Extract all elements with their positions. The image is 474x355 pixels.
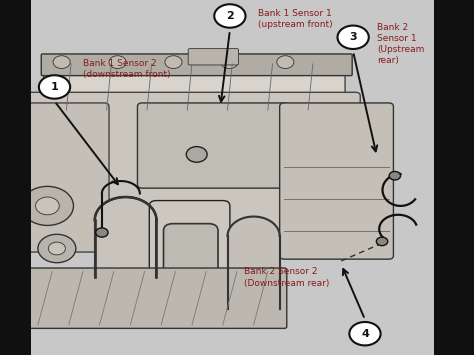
FancyBboxPatch shape: [21, 268, 287, 328]
FancyBboxPatch shape: [434, 0, 474, 355]
Polygon shape: [95, 197, 156, 277]
Circle shape: [48, 242, 65, 255]
Text: 3: 3: [349, 32, 357, 42]
Text: 1: 1: [51, 82, 58, 92]
FancyBboxPatch shape: [188, 49, 238, 65]
Circle shape: [109, 56, 126, 69]
Text: 4: 4: [361, 329, 369, 339]
Circle shape: [38, 234, 76, 263]
Text: Bank 2
Sensor 1
(Upstream
rear): Bank 2 Sensor 1 (Upstream rear): [377, 23, 424, 65]
Circle shape: [36, 197, 59, 215]
Circle shape: [214, 4, 246, 28]
FancyBboxPatch shape: [41, 54, 352, 76]
FancyBboxPatch shape: [0, 0, 31, 355]
Circle shape: [376, 237, 388, 246]
Text: Bank 1 Sensor 1
(upstream front): Bank 1 Sensor 1 (upstream front): [258, 9, 333, 29]
Text: 2: 2: [226, 11, 234, 21]
Text: Bank 2 Sensor 2
(Downstream rear): Bank 2 Sensor 2 (Downstream rear): [244, 267, 329, 288]
Circle shape: [221, 56, 238, 69]
FancyBboxPatch shape: [149, 201, 230, 325]
FancyBboxPatch shape: [14, 103, 109, 252]
Circle shape: [389, 171, 401, 180]
Circle shape: [349, 322, 381, 345]
Text: Bank 1 Sensor 2
(downstream front): Bank 1 Sensor 2 (downstream front): [83, 59, 171, 79]
FancyBboxPatch shape: [164, 224, 218, 316]
Circle shape: [337, 26, 369, 49]
Circle shape: [96, 228, 108, 237]
FancyBboxPatch shape: [280, 103, 393, 259]
Polygon shape: [228, 217, 280, 309]
Circle shape: [21, 186, 73, 225]
Circle shape: [39, 75, 70, 99]
FancyBboxPatch shape: [44, 58, 345, 116]
Circle shape: [53, 56, 70, 69]
FancyBboxPatch shape: [19, 92, 360, 234]
FancyBboxPatch shape: [137, 103, 289, 188]
Circle shape: [186, 147, 207, 162]
Circle shape: [165, 56, 182, 69]
Circle shape: [277, 56, 294, 69]
